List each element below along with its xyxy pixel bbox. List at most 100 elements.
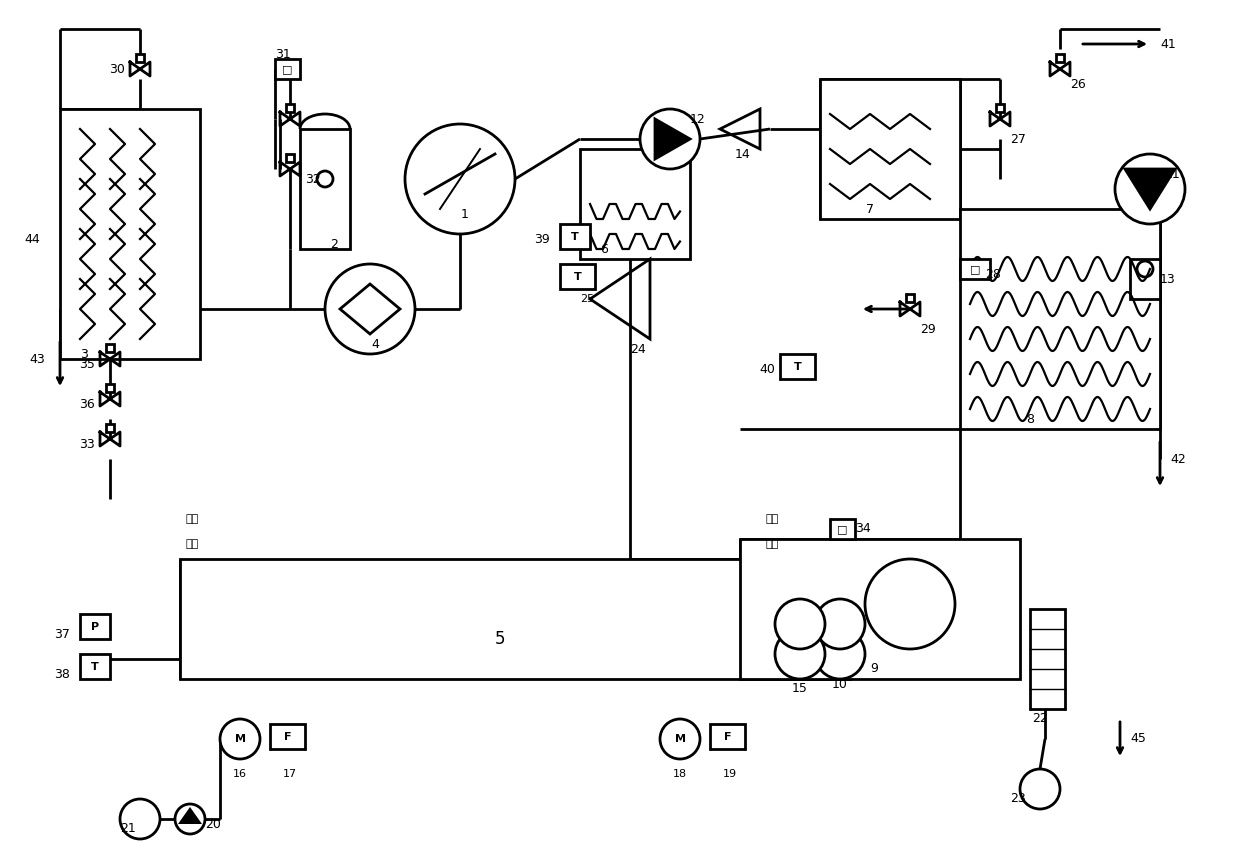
Text: □: □ xyxy=(837,524,848,534)
Bar xyxy=(560,264,595,289)
Text: P: P xyxy=(91,622,99,631)
Bar xyxy=(286,154,294,162)
Bar xyxy=(560,224,590,249)
Text: 接口: 接口 xyxy=(765,539,779,549)
Polygon shape xyxy=(1125,169,1176,209)
Bar xyxy=(270,724,305,749)
Text: F: F xyxy=(284,732,291,741)
Circle shape xyxy=(325,264,415,354)
Text: 27: 27 xyxy=(1011,132,1025,145)
Text: M: M xyxy=(675,734,686,744)
Text: T: T xyxy=(91,661,99,672)
Text: 43: 43 xyxy=(30,352,45,365)
Bar xyxy=(1056,54,1064,62)
Bar xyxy=(180,559,849,679)
Bar xyxy=(711,724,745,749)
Text: 19: 19 xyxy=(723,769,737,779)
Text: 34: 34 xyxy=(856,522,870,535)
Text: 25: 25 xyxy=(580,294,594,304)
Bar xyxy=(105,384,114,392)
Text: 第二: 第二 xyxy=(765,514,779,524)
Text: M: M xyxy=(234,734,246,744)
Circle shape xyxy=(120,799,160,839)
Bar xyxy=(996,104,1004,112)
Text: 4: 4 xyxy=(371,338,379,350)
Bar xyxy=(105,344,114,352)
Text: 30: 30 xyxy=(109,63,125,76)
Circle shape xyxy=(775,599,825,649)
Text: 37: 37 xyxy=(55,628,69,641)
Text: 9: 9 xyxy=(870,662,878,675)
Text: T: T xyxy=(574,271,582,282)
Bar xyxy=(1130,259,1159,299)
Text: 3: 3 xyxy=(81,348,88,361)
Text: 21: 21 xyxy=(120,823,135,836)
Text: 26: 26 xyxy=(1070,77,1086,90)
Text: □: □ xyxy=(283,64,293,74)
Bar xyxy=(286,104,294,112)
Circle shape xyxy=(1137,261,1153,277)
Bar xyxy=(81,654,110,679)
Text: 8: 8 xyxy=(1025,412,1034,425)
Text: 13: 13 xyxy=(1159,272,1176,285)
Text: F: F xyxy=(724,732,732,741)
Text: 35: 35 xyxy=(79,357,95,370)
Bar xyxy=(780,354,815,379)
Text: 23: 23 xyxy=(1011,793,1025,806)
Bar xyxy=(300,129,350,249)
Text: 31: 31 xyxy=(275,47,290,60)
Text: 17: 17 xyxy=(283,769,298,779)
Text: T: T xyxy=(794,362,801,371)
Text: 45: 45 xyxy=(1130,733,1146,746)
Text: 32: 32 xyxy=(305,173,321,186)
Text: 39: 39 xyxy=(534,233,551,246)
Circle shape xyxy=(317,171,334,187)
Polygon shape xyxy=(655,119,689,159)
Bar xyxy=(1030,609,1065,709)
Text: 16: 16 xyxy=(233,769,247,779)
Bar xyxy=(580,149,689,259)
Text: 1: 1 xyxy=(461,208,469,221)
Text: 38: 38 xyxy=(55,667,69,680)
Text: 5: 5 xyxy=(495,630,505,648)
Circle shape xyxy=(660,719,701,759)
Text: 20: 20 xyxy=(205,818,221,831)
Bar xyxy=(740,539,1021,679)
Text: 29: 29 xyxy=(920,322,936,336)
Bar xyxy=(820,79,960,219)
Circle shape xyxy=(815,599,866,649)
Circle shape xyxy=(219,719,260,759)
Circle shape xyxy=(175,804,205,834)
Bar xyxy=(105,424,114,432)
Bar xyxy=(906,294,914,302)
Circle shape xyxy=(405,124,515,234)
Circle shape xyxy=(866,559,955,649)
Text: □: □ xyxy=(970,264,981,274)
Text: 第一: 第一 xyxy=(185,514,198,524)
Bar xyxy=(136,54,144,62)
Text: 42: 42 xyxy=(1171,453,1185,466)
Text: 28: 28 xyxy=(985,267,1001,281)
Text: 40: 40 xyxy=(759,362,775,375)
Bar xyxy=(81,614,110,639)
Circle shape xyxy=(775,629,825,679)
Text: 44: 44 xyxy=(25,233,40,246)
Text: 6: 6 xyxy=(600,242,608,255)
Text: 接口: 接口 xyxy=(185,539,198,549)
Text: 24: 24 xyxy=(630,343,646,356)
Text: 14: 14 xyxy=(735,148,750,161)
Text: T: T xyxy=(572,231,579,241)
Text: 33: 33 xyxy=(79,437,95,450)
Text: 41: 41 xyxy=(1159,38,1176,51)
Polygon shape xyxy=(179,807,202,824)
Text: 12: 12 xyxy=(689,113,706,125)
Bar xyxy=(275,59,300,79)
Circle shape xyxy=(640,109,701,169)
Circle shape xyxy=(1021,769,1060,809)
Text: 10: 10 xyxy=(832,678,848,691)
Text: 15: 15 xyxy=(792,683,808,696)
Text: 36: 36 xyxy=(79,398,95,411)
Text: 2: 2 xyxy=(330,237,337,251)
Text: 7: 7 xyxy=(866,203,874,216)
Text: 22: 22 xyxy=(1032,712,1048,726)
